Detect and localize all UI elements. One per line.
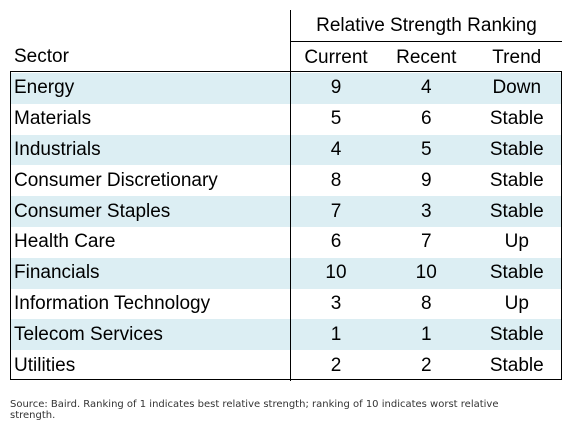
trend-cell: Up — [504, 231, 529, 253]
table-row: Materials 5 6 Stable — [10, 103, 562, 135]
table-row: Information Technology 3 8 Up — [10, 288, 562, 320]
table-row: Health Care 6 7 Up — [10, 226, 562, 258]
recent-cell: 7 — [420, 231, 432, 253]
recent-cell: 9 — [420, 169, 432, 191]
current-cell: 7 — [290, 196, 381, 227]
current-cell: 9 — [290, 73, 381, 104]
recent-cell: 4 — [381, 73, 472, 104]
recent-cell: 2 — [420, 354, 432, 376]
sector-cell: Financials — [10, 257, 291, 289]
sector-cell: Telecom Services — [10, 319, 291, 351]
trend-cell: Stable — [471, 134, 562, 166]
header-current: Current — [290, 41, 381, 73]
table-row: Industrials 4 5 Stable — [10, 134, 562, 166]
sector-cell: Industrials — [10, 134, 291, 166]
table-row: Telecom Services 1 1 Stable — [10, 319, 562, 351]
current-cell: 8 — [290, 165, 381, 197]
trend-cell: Stable — [471, 319, 562, 351]
current-cell: 4 — [290, 134, 381, 166]
current-cell: 1 — [290, 319, 381, 351]
sector-cell: Materials — [14, 108, 92, 130]
trend-cell: Down — [471, 73, 562, 104]
sector-cell: Utilities — [14, 354, 76, 376]
recent-cell: 10 — [381, 257, 472, 289]
source-footnote: Source: Baird. Ranking of 1 indicates be… — [10, 399, 499, 421]
header-spacer — [10, 10, 291, 42]
recent-cell: 3 — [381, 196, 472, 227]
sector-ranking-table: Relative Strength Ranking Sector Current… — [10, 10, 562, 381]
current-cell: 6 — [290, 226, 381, 258]
current-cell: 3 — [290, 288, 381, 320]
sector-cell: Health Care — [14, 231, 116, 253]
recent-cell: 1 — [381, 319, 472, 351]
header-sector: Sector — [14, 46, 69, 68]
trend-cell: Stable — [489, 169, 544, 191]
current-cell: 5 — [290, 103, 381, 135]
current-cell: 10 — [290, 257, 381, 289]
header-row-columns: Sector Current Recent Trend — [10, 41, 562, 73]
header-trend: Trend — [492, 46, 542, 68]
trend-cell: Stable — [489, 354, 544, 376]
trend-cell: Stable — [471, 257, 562, 289]
recent-cell: 8 — [420, 292, 432, 314]
table-row: Consumer Staples 7 3 Stable — [10, 196, 562, 227]
header-row-group: Relative Strength Ranking — [10, 10, 562, 42]
header-recent: Recent — [396, 46, 457, 68]
header-group-title: Relative Strength Ranking — [290, 10, 562, 42]
table-row: Utilities 2 2 Stable — [10, 350, 562, 381]
trend-cell: Stable — [489, 108, 544, 130]
table-row: Energy 9 4 Down — [10, 73, 562, 104]
current-cell: 2 — [290, 350, 381, 381]
sector-cell: Consumer Discretionary — [14, 169, 218, 191]
table-row: Financials 10 10 Stable — [10, 257, 562, 289]
recent-cell: 5 — [381, 134, 472, 166]
sector-cell: Energy — [10, 73, 291, 104]
table-row: Consumer Discretionary 8 9 Stable — [10, 165, 562, 197]
trend-cell: Stable — [471, 196, 562, 227]
sector-cell: Consumer Staples — [10, 196, 291, 227]
trend-cell: Up — [504, 292, 529, 314]
sector-cell: Information Technology — [14, 292, 211, 314]
recent-cell: 6 — [420, 108, 432, 130]
